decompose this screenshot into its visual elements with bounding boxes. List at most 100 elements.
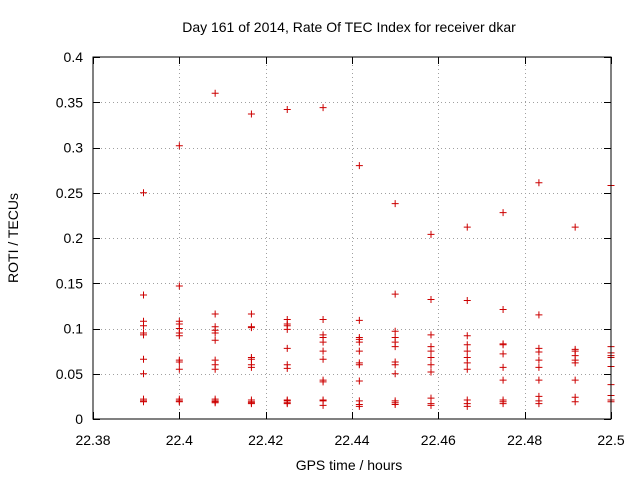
y-tick-label: 0.4 — [64, 49, 84, 65]
y-tick-label: 0.2 — [64, 230, 84, 246]
data-point — [247, 324, 255, 332]
y-tick-labels: 0 0.05 0.1 0.15 0.2 0.25 0.3 0.35 0.4 — [56, 49, 83, 427]
data-point — [175, 365, 183, 373]
data-point — [211, 89, 219, 97]
data-point — [355, 361, 363, 369]
data-point — [247, 400, 255, 408]
data-point — [391, 370, 399, 378]
data-point — [499, 305, 507, 313]
data-point — [499, 376, 507, 384]
data-point — [175, 282, 183, 290]
data-point — [355, 316, 363, 324]
y-tick-label: 0.15 — [56, 275, 83, 291]
data-point — [391, 200, 399, 208]
data-point — [355, 402, 363, 410]
data-point — [211, 310, 219, 318]
data-point — [499, 341, 507, 349]
data-point — [427, 230, 435, 238]
data-point — [391, 343, 399, 351]
data-point — [140, 189, 148, 197]
data-point — [463, 332, 471, 340]
data-point — [535, 363, 543, 371]
data-point — [535, 400, 543, 408]
data-point — [283, 400, 291, 408]
data-point — [391, 327, 399, 335]
chart-title: Day 161 of 2014, Rate Of TEC Index for r… — [182, 19, 516, 35]
data-point — [535, 376, 543, 384]
x-tick-labels: 22.38 22.4 22.42 22.44 22.46 22.48 22.5 — [75, 432, 624, 448]
data-point — [499, 350, 507, 358]
data-point — [463, 359, 471, 367]
data-point — [427, 368, 435, 376]
data-point — [571, 359, 579, 367]
data-point — [535, 356, 543, 364]
data-point — [427, 353, 435, 361]
data-point — [535, 348, 543, 356]
data-point — [535, 179, 543, 187]
data-point — [535, 311, 543, 319]
data-point — [211, 336, 219, 344]
x-axis-label: GPS time / hours — [296, 457, 403, 473]
data-point — [140, 370, 148, 378]
x-tick-label: 22.38 — [75, 432, 110, 448]
data-point — [355, 347, 363, 355]
data-point — [211, 365, 219, 373]
data-point — [140, 291, 148, 299]
data-point — [319, 355, 327, 363]
data-point — [175, 142, 183, 150]
data-point — [571, 398, 579, 406]
x-tick-label: 22.4 — [166, 432, 193, 448]
data-point — [355, 162, 363, 170]
data-point — [319, 378, 327, 386]
data-point — [140, 331, 148, 339]
data-point — [499, 363, 507, 371]
data-point — [499, 209, 507, 217]
data-point — [247, 363, 255, 371]
y-tick-label: 0.05 — [56, 366, 83, 382]
data-point — [427, 347, 435, 355]
data-point — [140, 398, 148, 406]
data-point — [427, 331, 435, 339]
data-point — [463, 296, 471, 304]
y-tick-label: 0.1 — [64, 321, 84, 337]
y-tick-label: 0.25 — [56, 185, 83, 201]
data-point — [427, 361, 435, 369]
data-point — [427, 401, 435, 409]
axis-ticks — [93, 57, 612, 420]
data-point — [283, 344, 291, 352]
x-tick-label: 22.48 — [507, 432, 542, 448]
x-tick-label: 22.5 — [597, 432, 624, 448]
x-tick-label: 22.46 — [421, 432, 456, 448]
data-point — [355, 338, 363, 346]
y-tick-label: 0.3 — [64, 140, 84, 156]
data-point — [427, 296, 435, 304]
y-tick-label: 0 — [75, 411, 83, 427]
data-point — [463, 365, 471, 373]
data-point — [211, 399, 219, 407]
data-point — [247, 110, 255, 118]
data-point — [391, 361, 399, 369]
data-point — [283, 325, 291, 333]
data-point — [283, 364, 291, 372]
x-tick-label: 22.44 — [334, 432, 369, 448]
data-point — [175, 398, 183, 406]
data-point — [391, 401, 399, 409]
data-point — [499, 400, 507, 408]
data-point — [283, 105, 291, 113]
data-point — [175, 332, 183, 340]
x-tick-label: 22.42 — [248, 432, 283, 448]
y-axis-label: ROTI / TECUs — [5, 193, 21, 283]
data-point — [463, 223, 471, 231]
data-point — [247, 310, 255, 318]
data-points — [140, 89, 615, 410]
data-point — [140, 355, 148, 363]
data-point — [319, 315, 327, 323]
data-point — [463, 347, 471, 355]
grid-lines — [93, 57, 611, 419]
data-point — [211, 329, 219, 337]
data-point — [319, 401, 327, 409]
data-point — [140, 322, 148, 330]
data-point — [571, 376, 579, 384]
data-point — [175, 358, 183, 366]
